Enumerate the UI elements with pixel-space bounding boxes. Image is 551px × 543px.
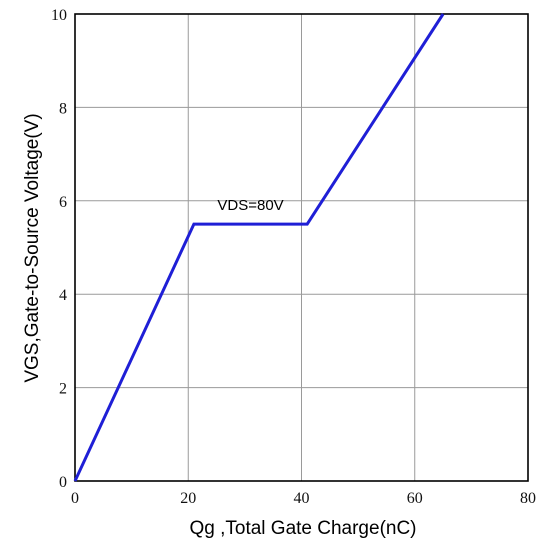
x-tick-label-40: 40 [294,490,310,507]
y-tick-label-10: 10 [51,7,67,24]
series-lines [73,13,445,482]
grid-lines [75,14,528,481]
tick-labels: 0 20 40 60 80 0 2 4 6 8 10 [51,7,536,507]
y-tick-label-2: 2 [59,381,67,398]
plot-frame [74,13,529,482]
annotation-label-0: VDS=80V [217,197,283,214]
y-axis-title: VGS,Gate-to-Source Voltage(V) [22,113,43,382]
x-tick-label-0: 0 [71,490,79,507]
x-tick-label-20: 20 [180,490,196,507]
y-tick-label-0: 0 [59,474,67,491]
series-line-0 [73,13,445,482]
y-tick-label-8: 8 [59,100,67,117]
annotations: VDS=80V [217,197,283,214]
x-axis-title: Qg ,Total Gate Charge(nC) [189,518,416,539]
plot-border [74,13,529,482]
y-tick-label-4: 4 [59,287,67,304]
y-tick-label-6: 6 [59,194,67,211]
x-tick-label-60: 60 [407,490,423,507]
x-tick-label-80: 80 [520,490,536,507]
